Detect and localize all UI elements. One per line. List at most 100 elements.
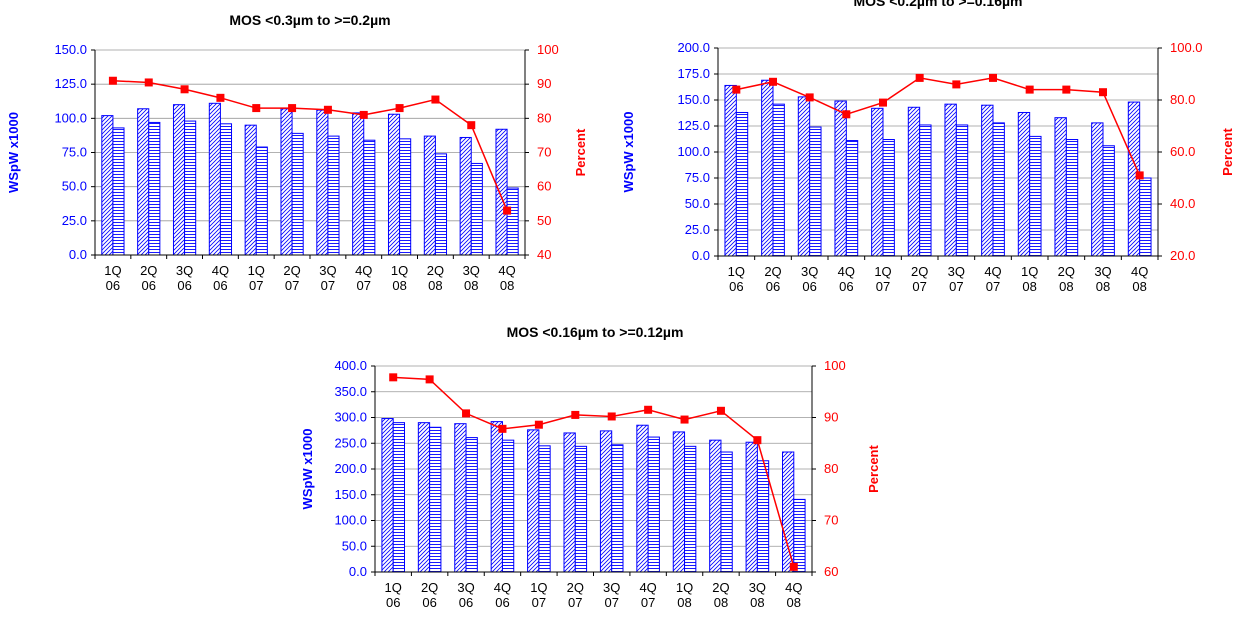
percent-marker [288, 104, 297, 113]
percent-marker [462, 409, 471, 418]
x-tick-label-line: 3Q [463, 263, 480, 278]
x-tick-label-line: 08 [464, 278, 478, 293]
x-tick-label-line: 06 [142, 278, 156, 293]
x-tick-label-line: 07 [249, 278, 263, 293]
bar-series-1 [352, 112, 365, 256]
y2-axis-title: Percent [1220, 127, 1235, 175]
x-tick-label: 1Q 07 [874, 264, 891, 294]
chart-title: MOS <0.3µm to >=0.2µm [229, 12, 391, 28]
x-tick-label: 2Q 08 [427, 263, 444, 293]
x-tick-label-line: 3Q [749, 580, 766, 595]
x-tick-label-line: 1Q [248, 263, 265, 278]
x-tick-label-line: 4Q [1131, 264, 1148, 279]
x-tick-label-line: 2Q [567, 580, 584, 595]
y2-tick-label: 80 [824, 461, 838, 476]
bar-series-1 [1091, 122, 1104, 257]
chart-svg: 0.0 25.0 50.0 75.0 100.0 125.0 150.0 175.0 200.0… [621, 40, 1235, 294]
bar-series-1 [454, 423, 467, 573]
x-tick-label-line: 08 [787, 595, 801, 610]
x-tick-label-line: 3Q [319, 263, 336, 278]
bar-series-1 [423, 135, 436, 256]
percent-marker [144, 78, 153, 87]
bar-series-1 [316, 109, 329, 256]
x-tick-label: 2Q 08 [1058, 264, 1075, 294]
bar-series-2 [809, 126, 822, 257]
x-tick-label: 2Q 06 [764, 264, 781, 294]
bar-series-2 [219, 123, 233, 256]
x-tick-label-line: 06 [106, 278, 120, 293]
y-tick-label: 75.0 [685, 170, 710, 185]
x-tick-label: 3Q 07 [319, 263, 336, 293]
x-tick-label: 4Q 06 [494, 580, 511, 610]
chart-panel-2: MOS <0.2µm to >=0.16µm 0.0 25.0 50.0 75.0 10… [620, 0, 1241, 310]
bar-series-1 [782, 451, 795, 573]
bar-series-1 [871, 107, 884, 257]
y-tick-label: 200.0 [677, 40, 710, 55]
x-tick-label-line: 06 [213, 278, 227, 293]
bar-series-2 [882, 139, 895, 257]
percent-line [112, 80, 508, 211]
y-tick-label: 350.0 [334, 384, 367, 399]
chart-svg: 0.0 25.0 50.0 75.0 100.0 125.0 150.0 40 50 60 70 80… [6, 42, 588, 293]
x-tick-label: 1Q 08 [1021, 264, 1038, 294]
x-tick-label-line: 3Q [603, 580, 620, 595]
y-tick-label: 150.0 [677, 92, 710, 107]
percent-marker [359, 110, 368, 119]
y-tick-label: 175.0 [677, 66, 710, 81]
bar-series-2 [184, 120, 197, 256]
percent-marker [753, 436, 762, 445]
x-tick-label-line: 2Q [1058, 264, 1075, 279]
percent-marker [180, 85, 189, 94]
bar-series-2 [1065, 139, 1079, 257]
y-tick-label: 75.0 [62, 145, 87, 160]
y2-tick-label: 100 [537, 42, 559, 57]
bar-series-1 [101, 115, 114, 256]
x-tick-label-line: 4Q [355, 263, 372, 278]
bar-series-2 [955, 124, 969, 257]
x-tick-label: 1Q 08 [391, 263, 408, 293]
percent-marker [732, 85, 741, 94]
bar-series-1 [672, 431, 686, 573]
x-tick-label-line: 07 [532, 595, 546, 610]
percent-line [736, 77, 1141, 176]
x-tick-label: 4Q 07 [639, 580, 656, 610]
bar-series-1 [797, 96, 811, 257]
x-tick-label-line: 08 [750, 595, 764, 610]
x-tick-label-line: 08 [1059, 279, 1073, 294]
percent-marker [842, 110, 851, 119]
y-tick-label: 150.0 [54, 42, 87, 57]
y2-axis-title: Percent [573, 128, 588, 176]
bar-series-1 [459, 136, 472, 256]
bar-series-2 [501, 439, 515, 573]
y2-tick-label: 60 [537, 179, 551, 194]
bar-series-1 [724, 84, 737, 257]
bar-series-2 [845, 140, 859, 257]
y2-tick-label: 50 [537, 213, 551, 228]
percent-marker [879, 98, 887, 107]
bar-series-2 [1102, 145, 1115, 257]
x-tick-label: 4Q 06 [838, 264, 855, 294]
percent-marker [1025, 85, 1034, 94]
x-tick-label-line: 08 [714, 595, 728, 610]
bar-series-2 [291, 132, 304, 256]
y-tick-label: 150.0 [334, 487, 367, 502]
x-tick-label-line: 06 [766, 279, 780, 294]
bar-series-1 [761, 79, 774, 257]
x-tick-label-line: 07 [986, 279, 1000, 294]
percent-marker [1062, 85, 1071, 94]
y2-tick-label: 100 [824, 358, 846, 373]
bar-series-2 [611, 444, 624, 573]
percent-marker [252, 104, 261, 113]
x-tick-label-line: 07 [357, 278, 371, 293]
x-tick-label-line: 06 [839, 279, 853, 294]
chart-svg: 0.0 50.0 100.0 150.0 200.0 250.0 300.0 350.0 400… [300, 358, 881, 610]
bar-series-2 [434, 153, 448, 256]
y2-tick-label: 90 [537, 76, 551, 91]
x-tick-label-line: 1Q [530, 580, 547, 595]
x-tick-label-line: 06 [177, 278, 191, 293]
x-tick-label: 1Q 08 [676, 580, 693, 610]
bar-series-2 [772, 103, 785, 257]
x-tick-label-line: 07 [568, 595, 582, 610]
y-axis-title: WSpW x1000 [621, 112, 636, 193]
x-tick-label-line: 3Q [801, 264, 818, 279]
